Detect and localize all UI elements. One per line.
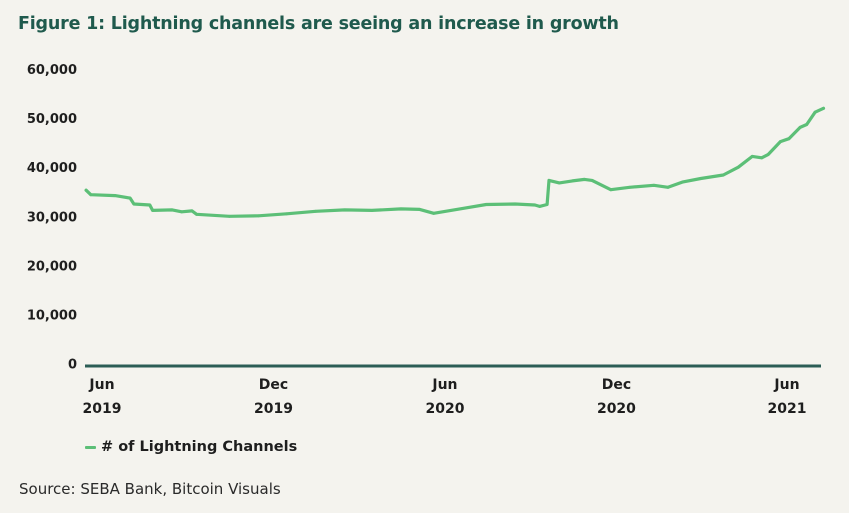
- data-point: [547, 179, 551, 182]
- data-point: [766, 153, 770, 156]
- data-point: [779, 140, 782, 144]
- data-point: [750, 155, 754, 158]
- data-point: [609, 188, 613, 192]
- y-tick-label: 20,000: [27, 259, 77, 274]
- series-line-lightning-channels: [84, 106, 826, 218]
- y-tick-label: 60,000: [27, 63, 77, 78]
- x-tick-label-year: 2019: [254, 401, 293, 417]
- data-point: [583, 178, 586, 181]
- data-point: [257, 214, 260, 218]
- data-point: [545, 203, 549, 206]
- data-point: [538, 205, 541, 208]
- y-tick-label: 40,000: [27, 161, 77, 176]
- data-point: [418, 208, 422, 211]
- data-point: [461, 207, 465, 210]
- data-point: [699, 177, 703, 180]
- legend-swatch: [85, 445, 96, 449]
- y-tick-label: 0: [68, 358, 77, 373]
- x-tick-label-year: 2020: [425, 401, 464, 417]
- data-point: [628, 185, 631, 189]
- data-point: [170, 208, 174, 212]
- data-point: [533, 203, 537, 207]
- x-tick-label-month: Jun: [431, 377, 457, 393]
- x-tick-label-month: Dec: [602, 377, 631, 393]
- data-point: [228, 214, 231, 218]
- data-point: [760, 156, 764, 160]
- data-point: [736, 165, 740, 169]
- data-point: [484, 203, 488, 206]
- data-point: [370, 209, 374, 212]
- data-point: [314, 209, 318, 213]
- x-tick-label-month: Dec: [259, 377, 288, 393]
- data-point: [84, 188, 88, 192]
- x-tick-label-year: 2020: [597, 401, 636, 417]
- data-point: [787, 137, 791, 141]
- x-tick-label-year: 2021: [768, 401, 807, 417]
- data-point: [557, 181, 561, 185]
- data-point: [89, 193, 93, 197]
- data-point: [798, 126, 802, 129]
- data-point: [513, 202, 517, 206]
- data-point: [343, 208, 347, 212]
- data-point: [399, 207, 403, 211]
- x-tick-label-year: 2019: [83, 401, 122, 417]
- data-point: [652, 183, 656, 187]
- source-note: Source: SEBA Bank, Bitcoin Visuals: [19, 480, 281, 498]
- data-point: [813, 110, 817, 114]
- y-tick-label: 10,000: [27, 308, 77, 323]
- data-point: [190, 209, 194, 213]
- data-point: [148, 203, 152, 207]
- data-point: [822, 106, 825, 110]
- data-point: [590, 179, 594, 182]
- data-point: [132, 202, 136, 206]
- legend: # of Lightning Channels: [85, 439, 297, 455]
- series-points: [84, 106, 825, 218]
- data-point: [666, 185, 670, 189]
- data-point: [128, 196, 132, 200]
- data-point: [285, 212, 288, 216]
- data-point: [571, 179, 574, 183]
- y-tick-label: 50,000: [27, 112, 77, 127]
- data-point: [180, 210, 184, 214]
- data-point: [151, 209, 155, 212]
- x-tick-label-month: Jun: [773, 377, 799, 393]
- data-point: [681, 180, 685, 184]
- y-tick-label: 30,000: [27, 210, 77, 225]
- data-point: [195, 212, 199, 216]
- data-point: [432, 211, 436, 215]
- data-point: [805, 123, 809, 126]
- data-point: [113, 194, 117, 198]
- legend-label: # of Lightning Channels: [101, 439, 298, 455]
- y-axis: 0 10,000 20,000 30,000 40,000 50,000 60,000: [27, 63, 77, 373]
- x-tick-label-month: Jun: [88, 377, 114, 393]
- x-axis: Jun 2019 Dec 2019 Jun 2020 Dec 2020 Jun 2021: [83, 377, 807, 417]
- data-point: [721, 173, 725, 177]
- chart-title: Figure 1: Lightning channels are seeing …: [18, 14, 619, 34]
